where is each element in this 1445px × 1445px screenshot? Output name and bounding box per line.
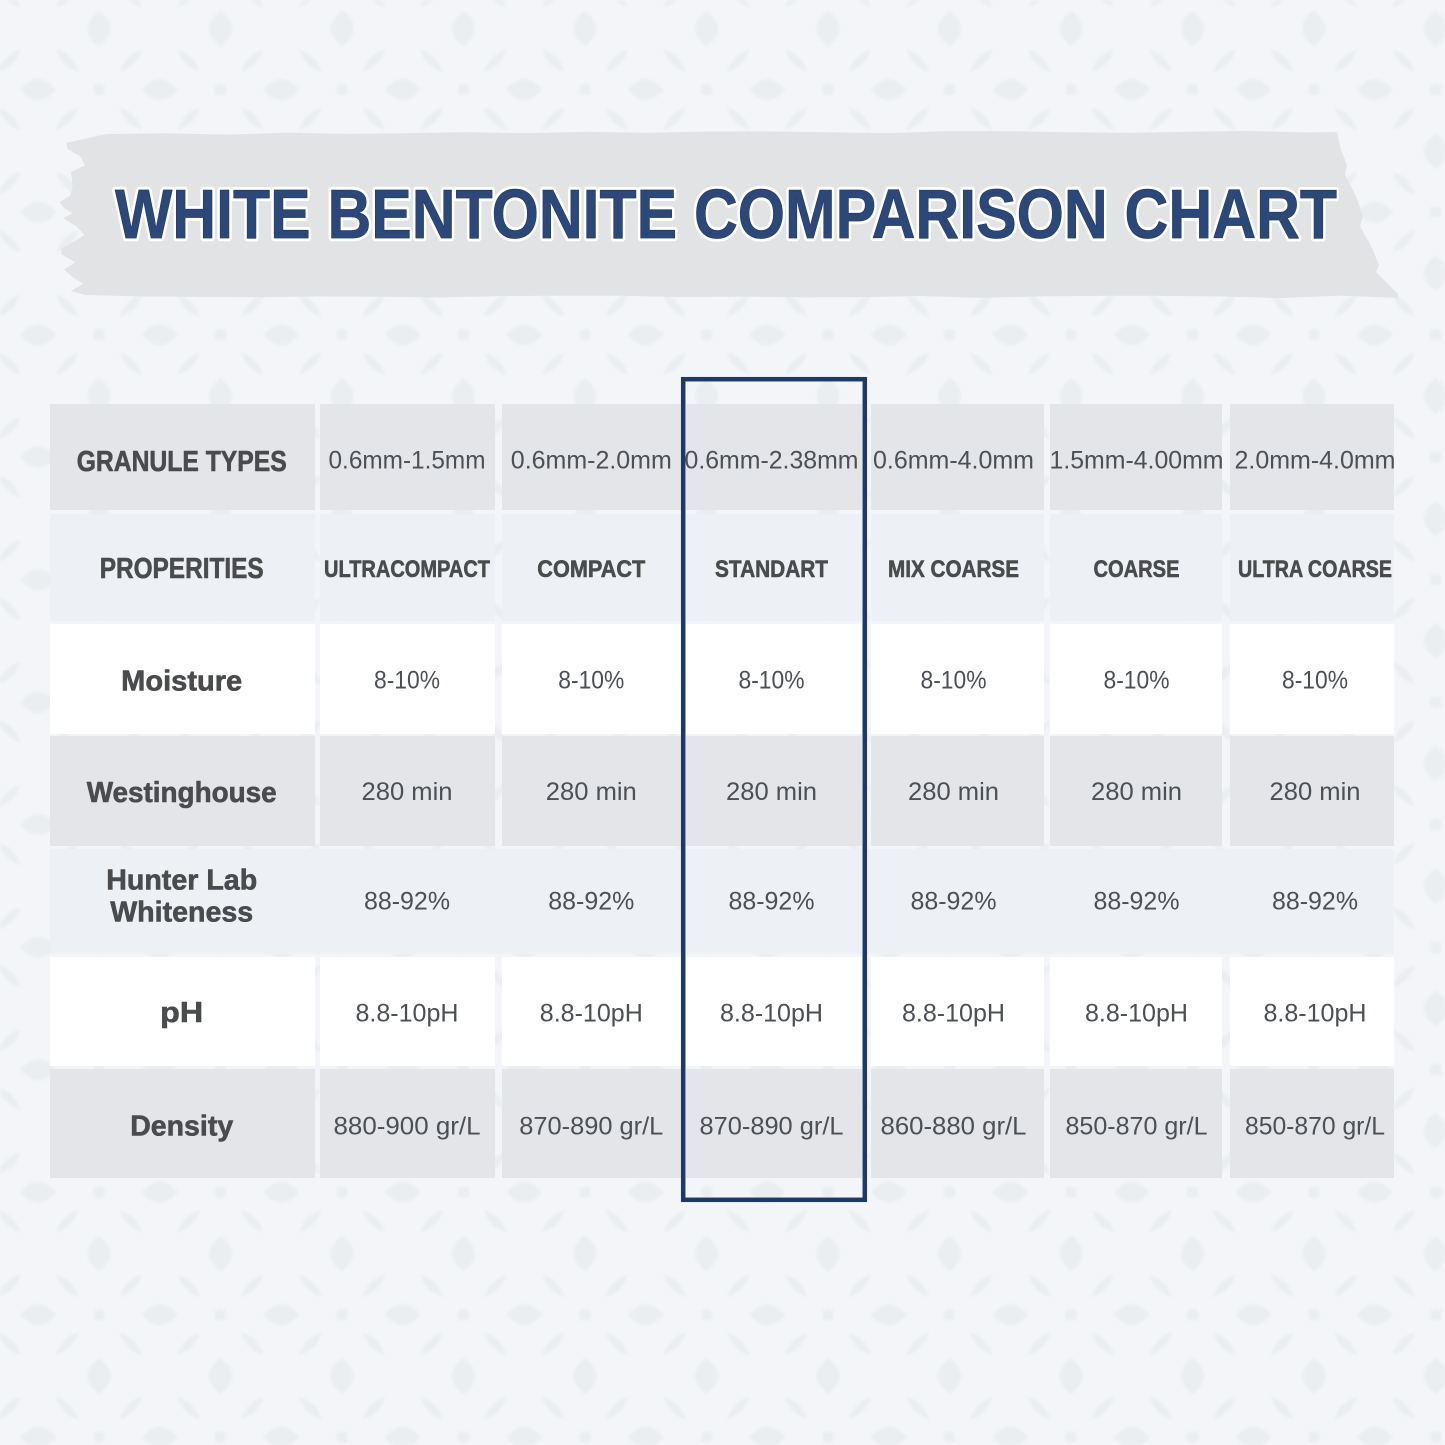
- svg-text:850-870 gr/L: 850-870 gr/L: [1245, 1113, 1385, 1141]
- svg-text:280 min: 280 min: [362, 778, 453, 806]
- svg-text:88-92%: 88-92%: [1272, 888, 1358, 916]
- svg-text:8.8-10pH: 8.8-10pH: [540, 1000, 643, 1028]
- svg-text:2.0mm-4.0mm: 2.0mm-4.0mm: [1235, 447, 1396, 475]
- svg-text:850-870 gr/L: 850-870 gr/L: [1066, 1113, 1208, 1141]
- svg-text:860-880 gr/L: 860-880 gr/L: [881, 1113, 1027, 1141]
- svg-text:STANDART: STANDART: [715, 556, 828, 583]
- svg-text:88-92%: 88-92%: [364, 888, 450, 916]
- svg-text:COMPACT: COMPACT: [537, 556, 645, 583]
- svg-text:Density: Density: [130, 1111, 233, 1143]
- svg-text:8-10%: 8-10%: [1104, 667, 1170, 695]
- svg-text:88-92%: 88-92%: [729, 888, 815, 916]
- svg-text:280 min: 280 min: [908, 778, 999, 806]
- svg-text:8.8-10pH: 8.8-10pH: [1264, 1000, 1367, 1028]
- svg-text:8.8-10pH: 8.8-10pH: [1085, 1000, 1188, 1028]
- svg-text:pH: pH: [160, 997, 203, 1029]
- svg-text:8-10%: 8-10%: [558, 667, 624, 695]
- svg-text:ULTRACOMPACT: ULTRACOMPACT: [324, 556, 490, 583]
- svg-text:8-10%: 8-10%: [921, 667, 987, 695]
- svg-text:0.6mm-1.5mm: 0.6mm-1.5mm: [329, 447, 486, 475]
- svg-text:8-10%: 8-10%: [739, 667, 805, 695]
- svg-text:1.5mm-4.00mm: 1.5mm-4.00mm: [1050, 447, 1224, 475]
- svg-text:WHITE BENTONITE COMPARISON CHA: WHITE BENTONITE COMPARISON CHART: [115, 175, 1337, 253]
- svg-text:Whiteness: Whiteness: [110, 897, 253, 929]
- svg-text:Moisture: Moisture: [121, 666, 242, 698]
- svg-text:280 min: 280 min: [726, 778, 817, 806]
- svg-text:COARSE: COARSE: [1094, 556, 1180, 583]
- svg-text:280 min: 280 min: [1270, 778, 1361, 806]
- svg-text:88-92%: 88-92%: [548, 888, 634, 916]
- svg-text:WHITE BENTONITE COMPARISON CHA: WHITE BENTONITE COMPARISON CHART: [115, 175, 1337, 253]
- svg-text:0.6mm-2.0mm: 0.6mm-2.0mm: [511, 447, 672, 475]
- svg-text:280 min: 280 min: [546, 778, 637, 806]
- svg-text:MIX COARSE: MIX COARSE: [888, 556, 1019, 583]
- svg-text:880-900 gr/L: 880-900 gr/L: [334, 1113, 481, 1141]
- svg-text:8-10%: 8-10%: [374, 667, 440, 695]
- svg-text:870-890 gr/L: 870-890 gr/L: [700, 1113, 844, 1141]
- svg-text:Hunter Lab: Hunter Lab: [106, 865, 257, 897]
- svg-text:8-10%: 8-10%: [1282, 667, 1348, 695]
- svg-text:8.8-10pH: 8.8-10pH: [720, 1000, 823, 1028]
- svg-text:0.6mm-4.0mm: 0.6mm-4.0mm: [873, 447, 1034, 475]
- svg-text:88-92%: 88-92%: [1094, 888, 1180, 916]
- svg-text:870-890 gr/L: 870-890 gr/L: [519, 1113, 663, 1141]
- svg-text:280 min: 280 min: [1091, 778, 1182, 806]
- svg-text:PROPERITIES: PROPERITIES: [100, 553, 264, 585]
- svg-text:8.8-10pH: 8.8-10pH: [902, 1000, 1005, 1028]
- svg-text:ULTRA COARSE: ULTRA COARSE: [1238, 556, 1392, 583]
- svg-text:0.6mm-2.38mm: 0.6mm-2.38mm: [685, 447, 859, 475]
- svg-text:Westinghouse: Westinghouse: [87, 777, 277, 809]
- svg-text:GRANULE TYPES: GRANULE TYPES: [77, 446, 287, 478]
- svg-text:88-92%: 88-92%: [911, 888, 997, 916]
- svg-text:8.8-10pH: 8.8-10pH: [356, 1000, 459, 1028]
